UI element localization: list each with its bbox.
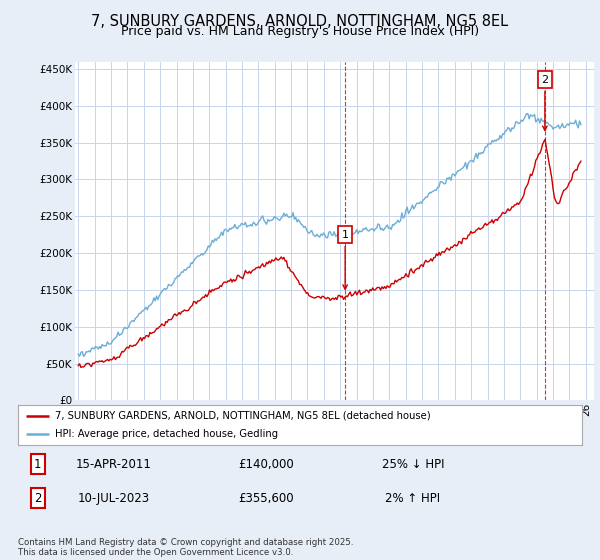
Text: £140,000: £140,000 [238,458,294,470]
Text: £355,600: £355,600 [238,492,294,505]
Text: HPI: Average price, detached house, Gedling: HPI: Average price, detached house, Gedl… [55,430,278,439]
Text: 1: 1 [341,230,349,290]
Text: 25% ↓ HPI: 25% ↓ HPI [382,458,444,470]
Text: 2: 2 [541,74,548,130]
Text: 1: 1 [34,458,41,470]
Text: Contains HM Land Registry data © Crown copyright and database right 2025.
This d: Contains HM Land Registry data © Crown c… [18,538,353,557]
Text: 15-APR-2011: 15-APR-2011 [76,458,152,470]
Text: 2% ↑ HPI: 2% ↑ HPI [385,492,440,505]
Text: 7, SUNBURY GARDENS, ARNOLD, NOTTINGHAM, NG5 8EL: 7, SUNBURY GARDENS, ARNOLD, NOTTINGHAM, … [91,14,509,29]
Text: Price paid vs. HM Land Registry's House Price Index (HPI): Price paid vs. HM Land Registry's House … [121,25,479,38]
Text: 10-JUL-2023: 10-JUL-2023 [78,492,150,505]
Text: 7, SUNBURY GARDENS, ARNOLD, NOTTINGHAM, NG5 8EL (detached house): 7, SUNBURY GARDENS, ARNOLD, NOTTINGHAM, … [55,411,430,421]
Text: 2: 2 [34,492,41,505]
